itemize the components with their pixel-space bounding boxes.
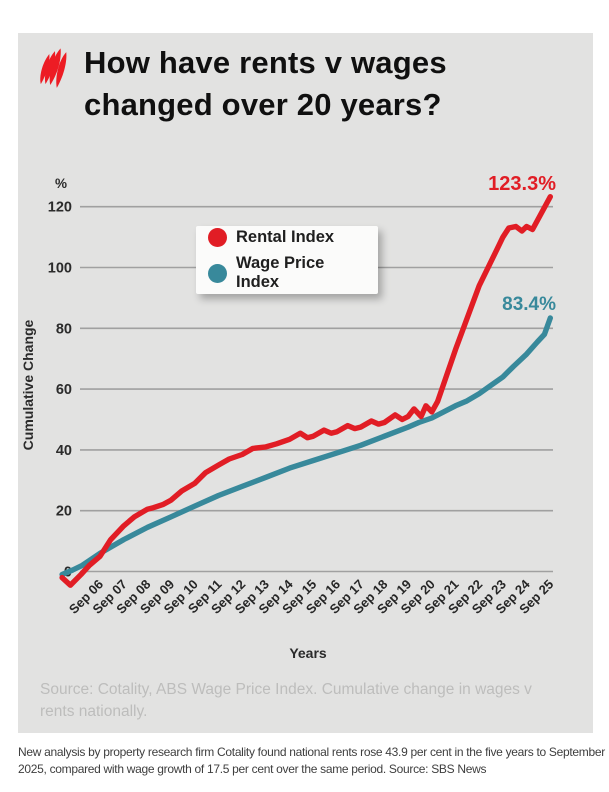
title-line-2: changed over 20 years? (84, 87, 442, 122)
y-axis-unit-label: % (55, 176, 67, 191)
chart-legend: Rental Index Wage Price Index (196, 226, 378, 294)
rental-index-dot-icon (208, 228, 227, 247)
caption: New analysis by property research firm C… (18, 745, 605, 777)
source-note: Source: Cotality, ABS Wage Price Index. … (40, 681, 532, 720)
legend-item-wage-price-index: Wage Price Index (208, 254, 366, 292)
y-tick-label: 100 (48, 261, 72, 277)
wage-price-index-dot-icon (208, 263, 227, 283)
infographic-card: How have rents v wages changed over 20 y… (18, 33, 593, 733)
y-axis-title: Cumulative Change (20, 319, 36, 450)
wage-price-index-line (59, 315, 553, 578)
y-tick-label: 80 (56, 321, 72, 337)
rental-index-end-label: 123.3% (488, 173, 556, 195)
y-tick-label: 120 (48, 200, 72, 216)
title-line-1: How have rents v wages (84, 45, 447, 80)
y-tick-label: 20 (56, 504, 72, 520)
rents-vs-wages-chart: % Cumulative Change 123.3% 83.4% 0204060… (20, 173, 556, 617)
legend-label: Wage Price Index (236, 254, 325, 291)
page-title: How have rents v wages changed over 20 y… (84, 42, 584, 126)
y-tick-label: 60 (56, 382, 72, 398)
sbs-logo-icon (40, 48, 67, 88)
wage-price-index-end-label: 83.4% (502, 294, 556, 315)
rental-index-line (59, 193, 553, 588)
x-axis-title: Years (289, 645, 327, 661)
y-tick-label: 40 (56, 443, 72, 459)
legend-label: Rental Index (236, 228, 335, 246)
legend-item-rental-index: Rental Index (208, 228, 366, 247)
